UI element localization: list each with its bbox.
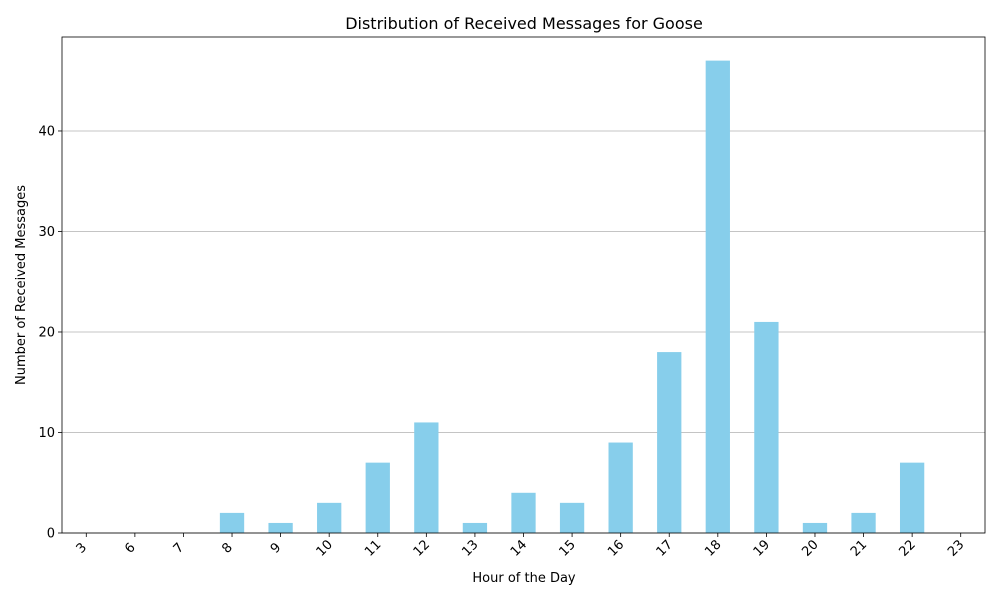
y-tick-label: 0 (47, 527, 55, 542)
plot-frame (61, 36, 986, 534)
y-axis-label: Number of Received Messages (14, 185, 29, 385)
x-tick-label: 22 (897, 537, 919, 559)
bar-hour-9 (268, 522, 293, 533)
bar-hour-21 (851, 512, 876, 533)
y-tick-label: 30 (38, 225, 55, 240)
x-tick-label: 15 (556, 537, 578, 559)
bar-hour-17 (657, 352, 682, 533)
x-tick-label: 17 (654, 537, 676, 559)
bars (219, 60, 925, 533)
bar-hour-15 (559, 502, 585, 533)
bar-hour-19 (754, 321, 779, 533)
x-axis-ticks: 3 6 7 8 9 10 11 12 13 14 15 16 17 18 19 20 21 22 23 (74, 533, 967, 560)
y-tick-label: 40 (38, 124, 55, 139)
bar-hour-18 (705, 60, 730, 533)
x-tick-label: 16 (605, 537, 627, 559)
x-tick-label: 20 (799, 537, 821, 559)
bar-hour-14 (511, 492, 536, 533)
y-tick-label: 20 (38, 325, 55, 340)
x-tick-label: 9 (268, 540, 284, 556)
bar-hour-20 (802, 522, 828, 533)
x-tick-label: 6 (122, 540, 138, 556)
bar-hour-13 (462, 522, 488, 533)
x-tick-label: 14 (508, 537, 530, 559)
x-tick-label: 19 (751, 537, 773, 559)
bar-hour-22 (899, 462, 925, 533)
bar-hour-16 (608, 442, 633, 533)
x-tick-label: 13 (459, 537, 481, 559)
bar-hour-12 (414, 422, 439, 533)
bar-hour-10 (317, 502, 342, 533)
gridlines (62, 130, 985, 534)
x-tick-label: 21 (848, 537, 870, 559)
x-tick-label: 7 (171, 540, 187, 556)
x-tick-label: 23 (945, 537, 967, 559)
x-tick-label: 10 (314, 537, 336, 559)
x-tick-label: 11 (362, 537, 384, 559)
x-tick-label: 18 (702, 537, 724, 559)
x-axis-label: Hour of the Day (472, 571, 576, 586)
x-tick-label: 3 (74, 540, 90, 556)
y-tick-label: 10 (38, 426, 55, 441)
bar-hour-11 (365, 462, 390, 533)
x-tick-label: 8 (219, 540, 235, 556)
chart-title: Distribution of Received Messages for Go… (345, 14, 703, 33)
y-axis-ticks: 0 10 20 30 40 (38, 124, 62, 542)
x-tick-label: 12 (411, 537, 433, 559)
bar-hour-8 (219, 512, 245, 533)
